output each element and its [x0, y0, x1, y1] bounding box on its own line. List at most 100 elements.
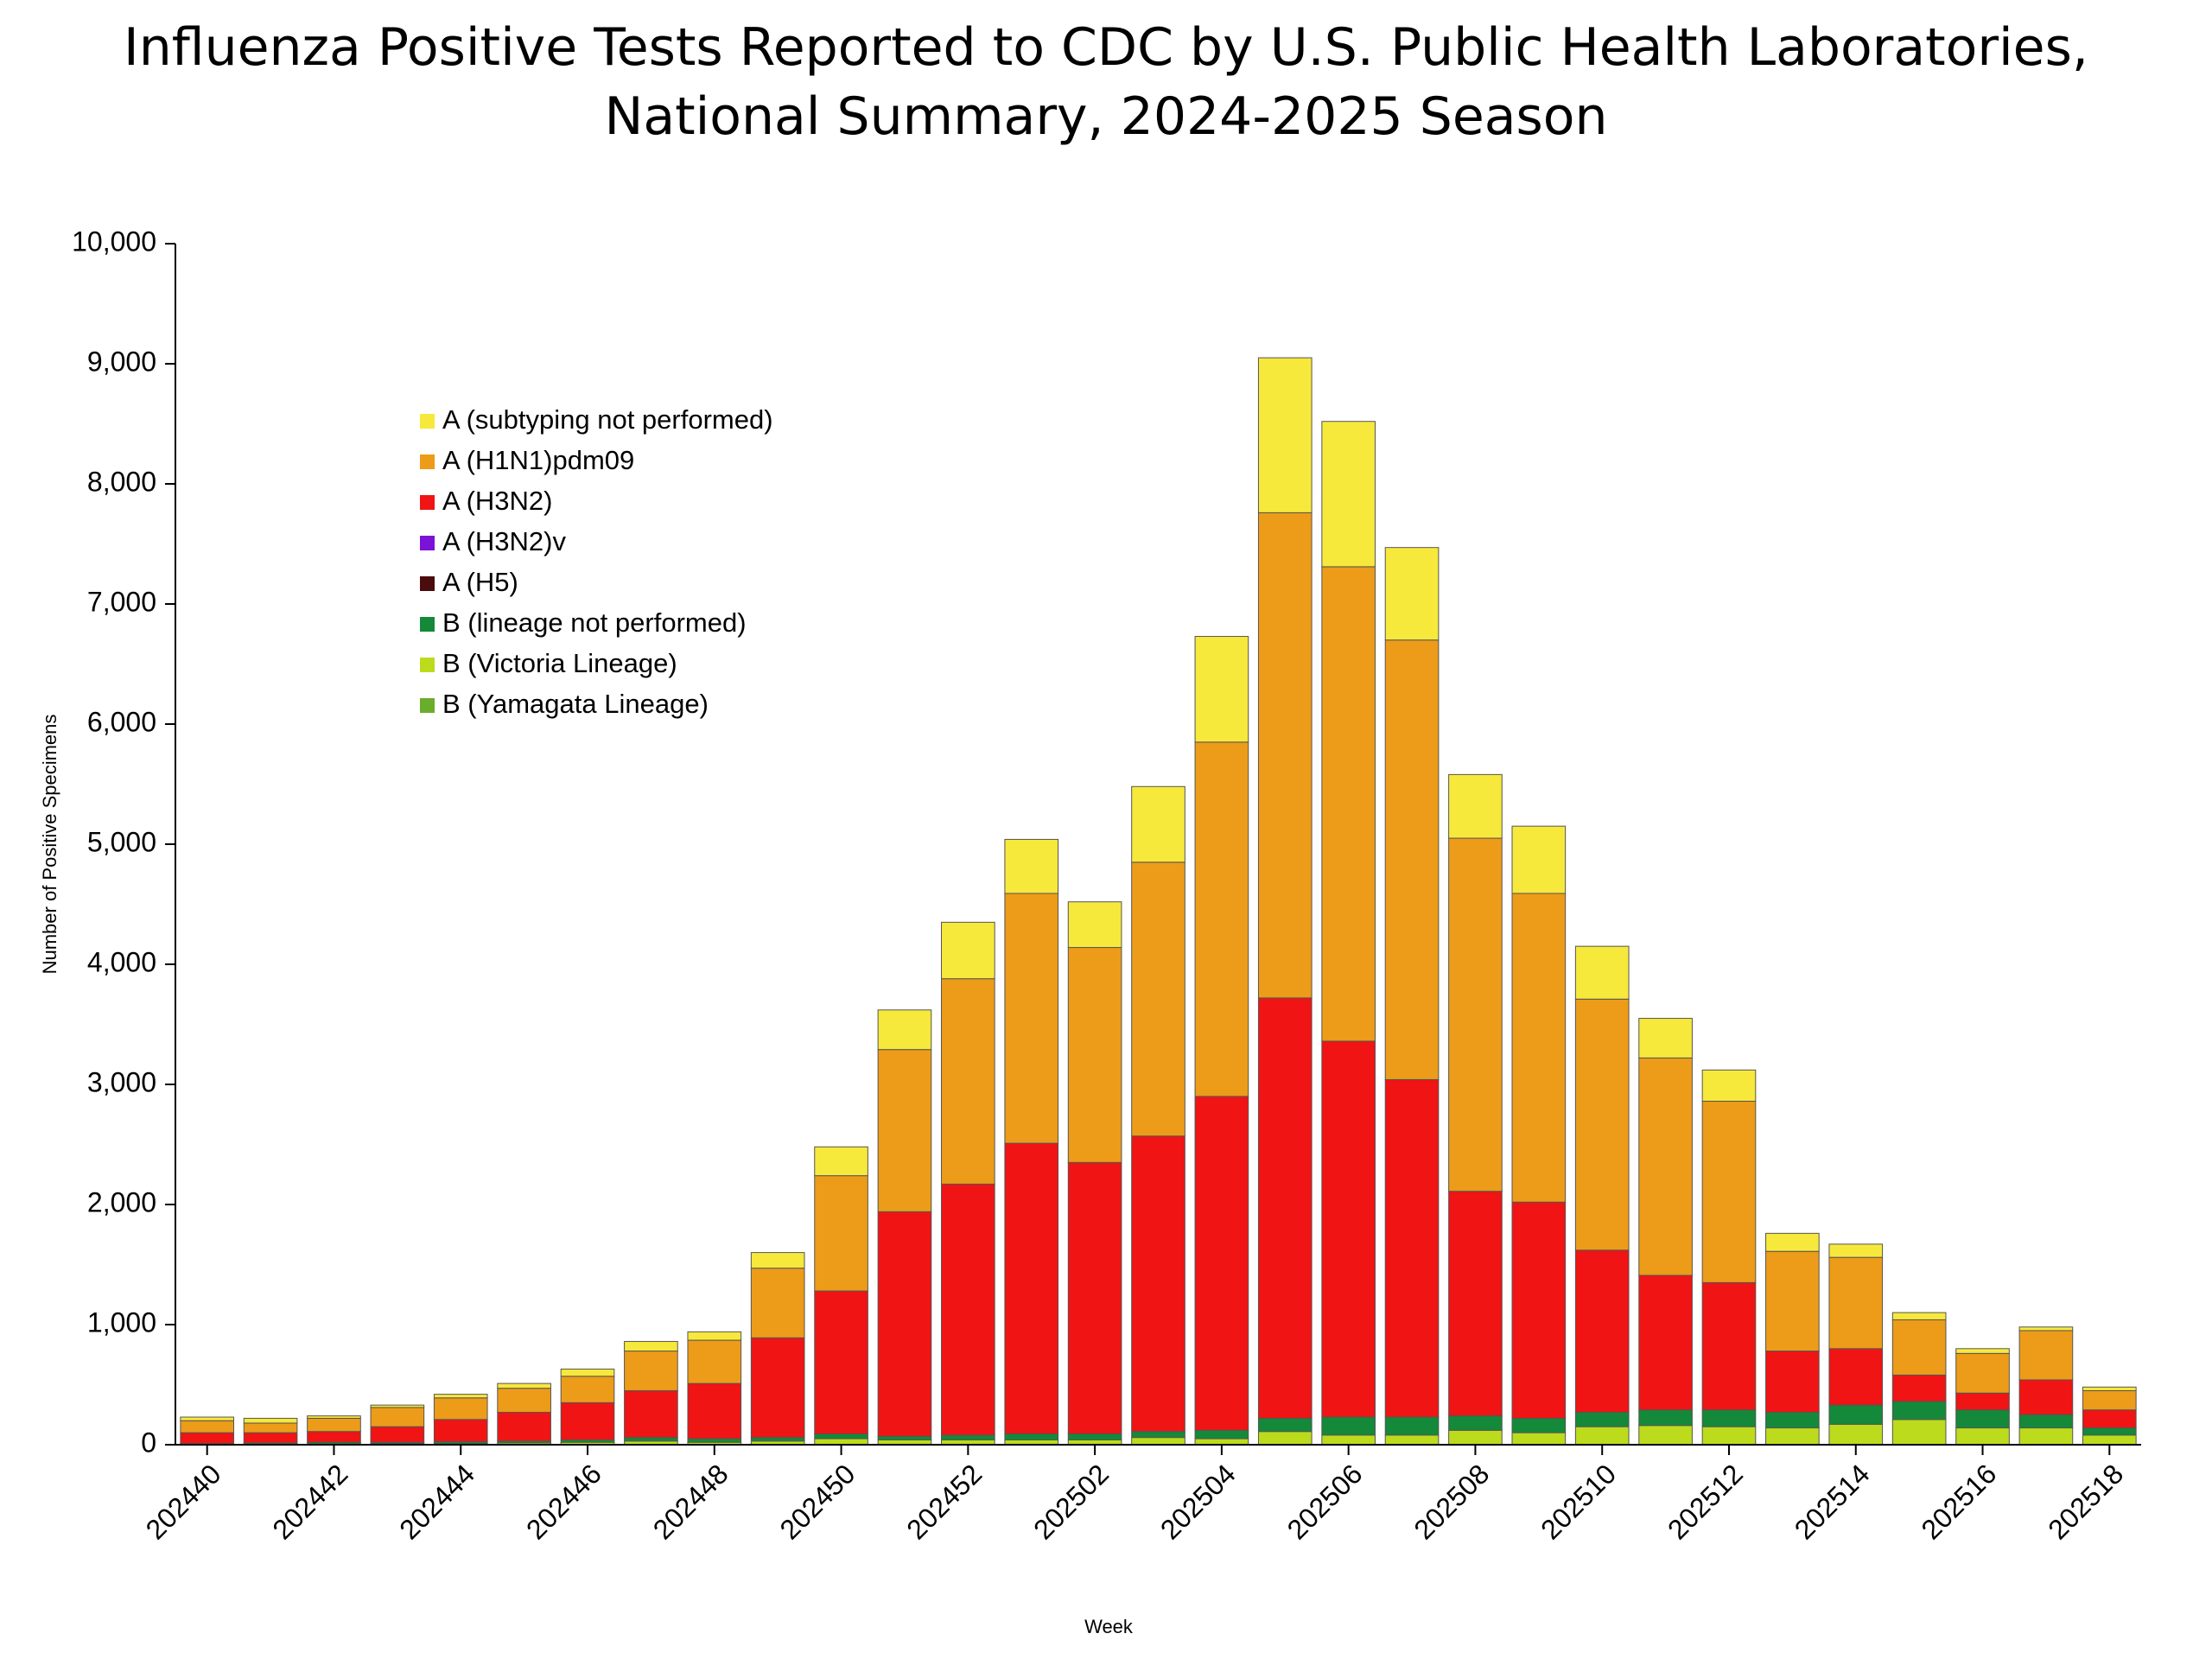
- bar-segment: [941, 1183, 995, 1436]
- x-tick-label: 202448: [647, 1458, 734, 1545]
- bar-segment: [2018, 1379, 2074, 1415]
- x-tick-label: 202514: [1789, 1458, 1876, 1545]
- bar-segment: [687, 1339, 742, 1384]
- bar-segment: [1194, 1429, 1249, 1440]
- bar-segment: [2082, 1386, 2137, 1391]
- bar-segment: [1574, 1249, 1630, 1413]
- bar-segment: [1067, 1433, 1122, 1440]
- bar-segment: [1638, 1274, 1693, 1411]
- y-tick-label: 10,000: [72, 226, 156, 257]
- bar-segment: [1891, 1401, 1947, 1421]
- legend-label: A (H3N2)v: [442, 526, 566, 556]
- legend-label: A (H1N1)pdm09: [442, 445, 634, 475]
- bar-segment: [1638, 1409, 1693, 1427]
- x-tick-label: 202444: [393, 1458, 480, 1545]
- bar-segment: [1638, 1057, 1693, 1276]
- bar-segment: [1765, 1427, 1820, 1446]
- x-tick-label: 202440: [140, 1458, 227, 1545]
- bar-segment: [1448, 837, 1503, 1192]
- bar-segment: [1765, 1351, 1820, 1413]
- bar-segment: [497, 1388, 551, 1413]
- bar-segment: [560, 1368, 615, 1377]
- bar-segment: [433, 1397, 488, 1421]
- bar-segment: [307, 1415, 361, 1419]
- bar-segment: [1828, 1423, 1884, 1446]
- bar-segment: [814, 1146, 868, 1177]
- bar-segment: [243, 1417, 298, 1424]
- bar-segment: [1574, 998, 1630, 1251]
- bar-segment: [687, 1331, 742, 1341]
- bar-segment: [1384, 639, 1440, 1080]
- bar-segment: [624, 1389, 678, 1439]
- bar-segment: [1765, 1411, 1820, 1429]
- bar-segment: [687, 1382, 742, 1440]
- bar-segment: [1828, 1243, 1884, 1258]
- bar-segment: [814, 1433, 868, 1440]
- legend-swatch: [420, 536, 435, 550]
- x-tick-label: 202442: [266, 1458, 353, 1545]
- bar-segment: [2082, 1409, 2137, 1429]
- x-tick-label: 202512: [1662, 1458, 1749, 1545]
- y-tick-label: 3,000: [87, 1066, 156, 1097]
- y-tick-label: 7,000: [87, 586, 156, 617]
- bar-segment: [941, 978, 995, 1185]
- bar-segment: [1257, 357, 1313, 513]
- bar-segment: [814, 1438, 868, 1446]
- bar-segment: [1321, 1416, 1376, 1436]
- bar-segment: [433, 1394, 488, 1399]
- legend-swatch: [420, 698, 435, 713]
- bar-segment: [307, 1417, 361, 1433]
- bar-segment: [1511, 825, 1567, 894]
- x-axis-label: Week: [1084, 1616, 1134, 1637]
- legend-label: A (subtyping not performed): [442, 404, 773, 435]
- bar-segment: [1384, 1078, 1440, 1418]
- bar-segment: [624, 1351, 678, 1391]
- x-tick-label: 202452: [900, 1458, 988, 1545]
- y-tick-label: 1,000: [87, 1306, 156, 1338]
- bar-segment: [1448, 773, 1503, 839]
- bar-segment: [1511, 1432, 1567, 1446]
- bar-segment: [1004, 1433, 1059, 1440]
- bar-segment: [1384, 1416, 1440, 1436]
- bar-segment: [1321, 1040, 1376, 1418]
- bar-segment: [180, 1432, 235, 1445]
- bar-segment: [1765, 1232, 1820, 1252]
- x-tick-label: 202510: [1535, 1458, 1622, 1545]
- bar-segment: [1574, 945, 1630, 1000]
- bar-segment: [1638, 1425, 1693, 1446]
- bar-segment: [1321, 566, 1376, 1042]
- bar-segment: [687, 1438, 742, 1443]
- bar-segment: [750, 1337, 805, 1439]
- bar-segment: [497, 1411, 551, 1442]
- legend-label: A (H5): [442, 567, 518, 597]
- bar-segment: [2082, 1427, 2137, 1436]
- bar-segment: [497, 1382, 551, 1389]
- bar-segment: [180, 1420, 235, 1433]
- bar-segment: [1194, 741, 1249, 1097]
- x-tick-label: 202446: [520, 1458, 607, 1545]
- bar-segment: [1511, 1201, 1567, 1419]
- legend-swatch: [420, 454, 435, 469]
- legend-label: B (lineage not performed): [442, 607, 747, 638]
- bar-segment: [1828, 1404, 1884, 1425]
- legend-swatch: [420, 576, 435, 591]
- x-tick-label: 202508: [1408, 1458, 1495, 1545]
- bar-segment: [1701, 1100, 1757, 1283]
- bar-segment: [1194, 1096, 1249, 1431]
- bar-segment: [1638, 1018, 1693, 1058]
- legend-swatch: [420, 495, 435, 510]
- bar-segment: [2018, 1326, 2074, 1332]
- bar-segment: [1131, 1135, 1185, 1433]
- bar-segment: [941, 921, 995, 980]
- bar-segment: [1828, 1256, 1884, 1350]
- bar-segment: [1448, 1429, 1503, 1446]
- bar-segment: [1131, 1437, 1185, 1446]
- bar-segment: [2018, 1427, 2074, 1446]
- bar-segment: [1067, 901, 1122, 949]
- bar-segment: [750, 1268, 805, 1338]
- bar-segment: [1131, 861, 1185, 1137]
- y-tick-label: 2,000: [87, 1186, 156, 1217]
- bar-segment: [1955, 1348, 2010, 1354]
- bar-segment: [1194, 1438, 1249, 1446]
